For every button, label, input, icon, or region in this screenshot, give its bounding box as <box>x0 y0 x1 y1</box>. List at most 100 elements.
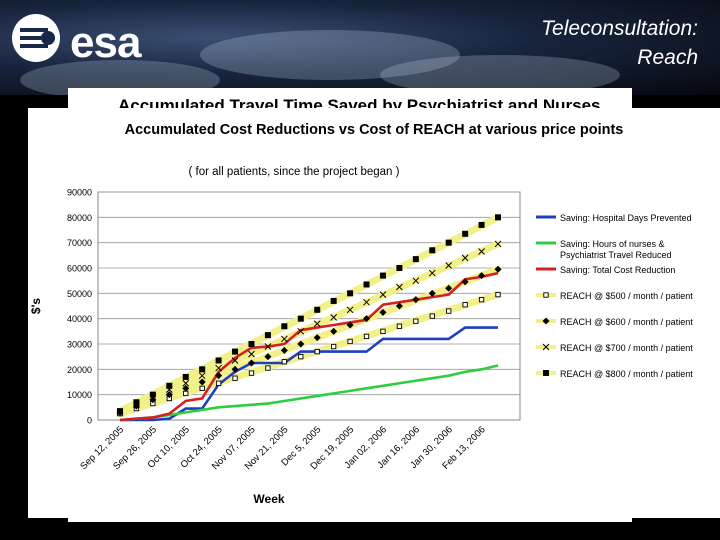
y-tick-label: 0 <box>87 416 92 426</box>
marker-diamond <box>313 334 321 342</box>
underlying-slide-title-text: Accumulated Travel Time Saved by Psychia… <box>118 96 601 110</box>
marker-x <box>428 269 436 277</box>
y-tick-label: 20000 <box>67 365 92 375</box>
marker-diamond <box>297 340 305 348</box>
marker-x <box>297 327 305 335</box>
marker-square <box>281 323 288 330</box>
marker-open-square <box>215 380 222 386</box>
marker-x <box>313 320 321 328</box>
series-line <box>119 364 499 422</box>
marker-x <box>461 254 469 262</box>
marker-x <box>379 291 387 298</box>
marker-square <box>133 399 140 406</box>
marker-x <box>494 240 502 248</box>
marker-x <box>198 372 206 380</box>
marker-diamond <box>264 353 272 361</box>
underlying-slide-title: Accumulated Travel Time Saved by Psychia… <box>68 88 632 110</box>
marker-open-square <box>314 348 320 355</box>
marker-square <box>215 357 222 364</box>
marker-open-square <box>347 338 353 345</box>
marker-square <box>314 306 321 313</box>
marker-diamond <box>247 359 255 367</box>
logo-wordmark: esa <box>70 18 141 67</box>
marker-x <box>363 298 370 306</box>
marker-square <box>149 391 156 398</box>
marker-x <box>412 277 420 285</box>
marker-diamond <box>445 284 453 292</box>
marker-square <box>379 272 386 279</box>
legend-label: Saving: Hours of nurses & Psychiatrist Tr… <box>560 239 672 260</box>
marker-diamond <box>149 396 157 404</box>
marker-square <box>495 214 501 221</box>
marker-square <box>363 281 370 288</box>
marker-square <box>182 373 189 380</box>
marker-square <box>462 230 469 237</box>
marker-x <box>215 364 222 372</box>
marker-diamond <box>198 378 206 386</box>
marker-open-square <box>413 318 419 324</box>
marker-square <box>199 366 206 373</box>
chart-title: Accumulated Cost Reductions vs Cost of R… <box>124 122 624 138</box>
y-tick-label: 10000 <box>67 390 92 400</box>
marker-square <box>445 239 452 246</box>
chart-panel: Accumulated Cost Reductions vs Cost of R… <box>28 108 720 518</box>
legend-label: REACH @ $500 / month / patient <box>560 291 693 301</box>
x-axis-label: Week <box>253 492 284 506</box>
cloud-decoration <box>200 30 460 80</box>
marker-open-square <box>446 308 452 314</box>
marker-open-square <box>265 365 271 371</box>
y-tick-label: 30000 <box>67 340 92 350</box>
marker-square <box>347 290 354 297</box>
reach-cost-band <box>116 291 502 418</box>
marker-open-square <box>363 333 370 340</box>
marker-x <box>478 248 485 255</box>
underlying-slide-edge <box>68 518 632 522</box>
marker-square <box>543 370 549 376</box>
legend-label: REACH @ $600 / month / patient <box>560 317 693 327</box>
marker-diamond <box>379 308 387 316</box>
slide-title-line2: Reach <box>637 46 698 69</box>
marker-open-square <box>298 354 304 360</box>
slide-title: Teleconsultation: Reach <box>541 14 698 72</box>
y-tick-label: 40000 <box>67 314 92 324</box>
y-tick-label: 50000 <box>67 289 92 299</box>
header-banner: esa Teleconsultation: Reach <box>0 0 720 95</box>
esa-emblem-icon <box>12 14 60 62</box>
plot-area <box>97 191 521 421</box>
series-line <box>119 271 499 422</box>
chart-subtitle: ( for all patients, since the project be… <box>188 166 400 178</box>
marker-x <box>346 306 354 314</box>
y-axis-label: $'s <box>29 298 43 315</box>
marker-square <box>232 348 239 355</box>
marker-square <box>264 332 271 339</box>
marker-open-square <box>478 297 485 303</box>
marker-x <box>248 350 255 358</box>
marker-open-square <box>543 292 549 298</box>
marker-square <box>412 256 419 263</box>
chart-svg: 0 10000 20000 30000 40000 50000 60000 70000 8000… <box>29 188 693 507</box>
legend-label: REACH @ $700 / month / patient <box>560 343 693 353</box>
y-tick-label: 70000 <box>67 238 92 248</box>
marker-diamond <box>346 321 354 329</box>
y-tick-label: 80000 <box>67 213 92 223</box>
series-line <box>120 326 498 422</box>
marker-diamond <box>428 289 436 297</box>
marker-x <box>396 283 403 291</box>
marker-open-square <box>281 359 287 365</box>
marker-open-square <box>331 343 337 350</box>
marker-diamond <box>478 272 486 280</box>
esa-logo: esa <box>8 10 178 70</box>
marker-square <box>248 341 255 347</box>
y-tick-label: 60000 <box>67 264 92 274</box>
marker-open-square <box>495 291 501 298</box>
marker-diamond <box>412 296 420 304</box>
marker-diamond <box>165 391 173 399</box>
marker-x <box>542 343 550 351</box>
marker-open-square <box>380 328 386 334</box>
marker-x <box>445 262 453 269</box>
marker-diamond <box>182 384 190 392</box>
marker-open-square <box>232 375 238 381</box>
marker-open-square <box>183 390 189 397</box>
marker-open-square <box>199 385 205 391</box>
marker-diamond <box>494 265 502 273</box>
